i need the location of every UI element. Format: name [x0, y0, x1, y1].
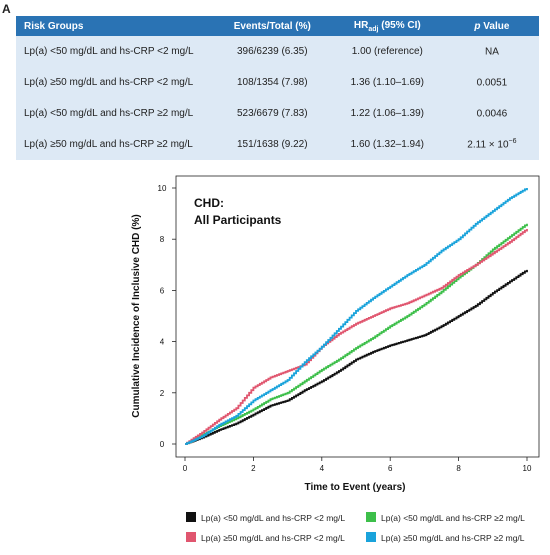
axes-layer: 0 2 4 6 8 10 0 2 4 6 8 10	[158, 184, 532, 473]
x-tick-label: 2	[251, 464, 256, 473]
legend-label: Lp(a) ≥50 mg/dL and hs-CRP ≥2 mg/L	[381, 533, 525, 543]
x-tick-label: 8	[456, 464, 461, 473]
legend: Lp(a) <50 mg/dL and hs-CRP <2 mg/L Lp(a) …	[186, 512, 525, 543]
y-tick-label: 4	[160, 338, 165, 347]
cell-risk-group: Lp(a) <50 mg/dL and hs-CRP <2 mg/L	[24, 46, 194, 57]
table-row: Lp(a) <50 mg/dL and hs-CRP ≥2 mg/L 523/6…	[16, 98, 539, 129]
cell-events: 523/6679 (7.83)	[236, 108, 308, 119]
cell-hr: 1.00 (reference)	[351, 46, 423, 57]
plot-frame	[175, 175, 540, 458]
y-axis-title: Cumulative Incidence of Inclusive CHD (%…	[131, 214, 142, 417]
x-tick-label: 0	[183, 464, 188, 473]
y-tick-label: 2	[160, 389, 165, 398]
y-tick-label: 0	[160, 440, 165, 449]
chart-title-line1: CHD:	[194, 196, 224, 210]
legend-label: Lp(a) <50 mg/dL and hs-CRP <2 mg/L	[201, 513, 345, 523]
cell-events: 396/6239 (6.35)	[236, 46, 308, 57]
series-line-4	[185, 188, 528, 445]
cell-risk-group: Lp(a) ≥50 mg/dL and hs-CRP ≥2 mg/L	[24, 139, 193, 150]
legend-label: Lp(a) <50 mg/dL and hs-CRP ≥2 mg/L	[381, 513, 525, 523]
y-tick-label: 8	[160, 235, 165, 244]
legend-swatch	[366, 512, 376, 522]
x-tick-label: 6	[388, 464, 393, 473]
cell-p-value: 2.11 × 10−6	[467, 138, 517, 151]
results-table: Risk Groups Events/Total (%) HRadj (95% …	[16, 16, 539, 160]
legend-swatch	[186, 512, 196, 522]
x-tick-label: 4	[320, 464, 325, 473]
legend-label: Lp(a) ≥50 mg/dL and hs-CRP <2 mg/L	[201, 533, 345, 543]
header-p-value: p Value	[474, 20, 510, 32]
cell-events: 151/1638 (9.22)	[236, 139, 308, 150]
cell-events: 108/1354 (7.98)	[236, 77, 308, 88]
cell-hr: 1.22 (1.06–1.39)	[350, 108, 425, 119]
header-hr-adj: HRadj (95% CI)	[353, 19, 421, 33]
series-layer	[185, 188, 528, 445]
table-row: Lp(a) ≥50 mg/dL and hs-CRP <2 mg/L 108/1…	[16, 67, 539, 98]
header-risk-groups: Risk Groups	[24, 20, 84, 32]
table-header-row: Risk Groups Events/Total (%) HRadj (95% …	[16, 16, 539, 36]
cell-hr: 1.36 (1.10–1.69)	[350, 77, 425, 88]
cell-p-value: 0.0046	[476, 108, 508, 120]
cell-p-value: 0.0051	[476, 77, 508, 89]
series-line-1	[185, 269, 528, 445]
series-line-3	[185, 229, 528, 445]
table-row: Lp(a) ≥50 mg/dL and hs-CRP ≥2 mg/L 151/1…	[16, 129, 539, 160]
cell-risk-group: Lp(a) <50 mg/dL and hs-CRP ≥2 mg/L	[24, 108, 194, 119]
x-tick-label: 10	[523, 464, 532, 473]
table-row: Lp(a) <50 mg/dL and hs-CRP <2 mg/L 396/6…	[16, 36, 539, 67]
cell-p-value: NA	[484, 46, 499, 58]
cell-hr: 1.60 (1.32–1.94)	[350, 139, 425, 150]
cell-risk-group: Lp(a) ≥50 mg/dL and hs-CRP <2 mg/L	[24, 77, 194, 88]
y-tick-label: 10	[158, 184, 167, 193]
series-line-2	[185, 223, 528, 445]
chart-title-line2: All Participants	[194, 213, 282, 227]
x-axis-title: Time to Event (years)	[305, 482, 406, 493]
header-events-total: Events/Total (%)	[233, 20, 311, 32]
panel-label: A	[2, 2, 11, 16]
y-tick-label: 6	[160, 286, 165, 295]
legend-swatch	[366, 532, 376, 542]
legend-swatch	[186, 532, 196, 542]
